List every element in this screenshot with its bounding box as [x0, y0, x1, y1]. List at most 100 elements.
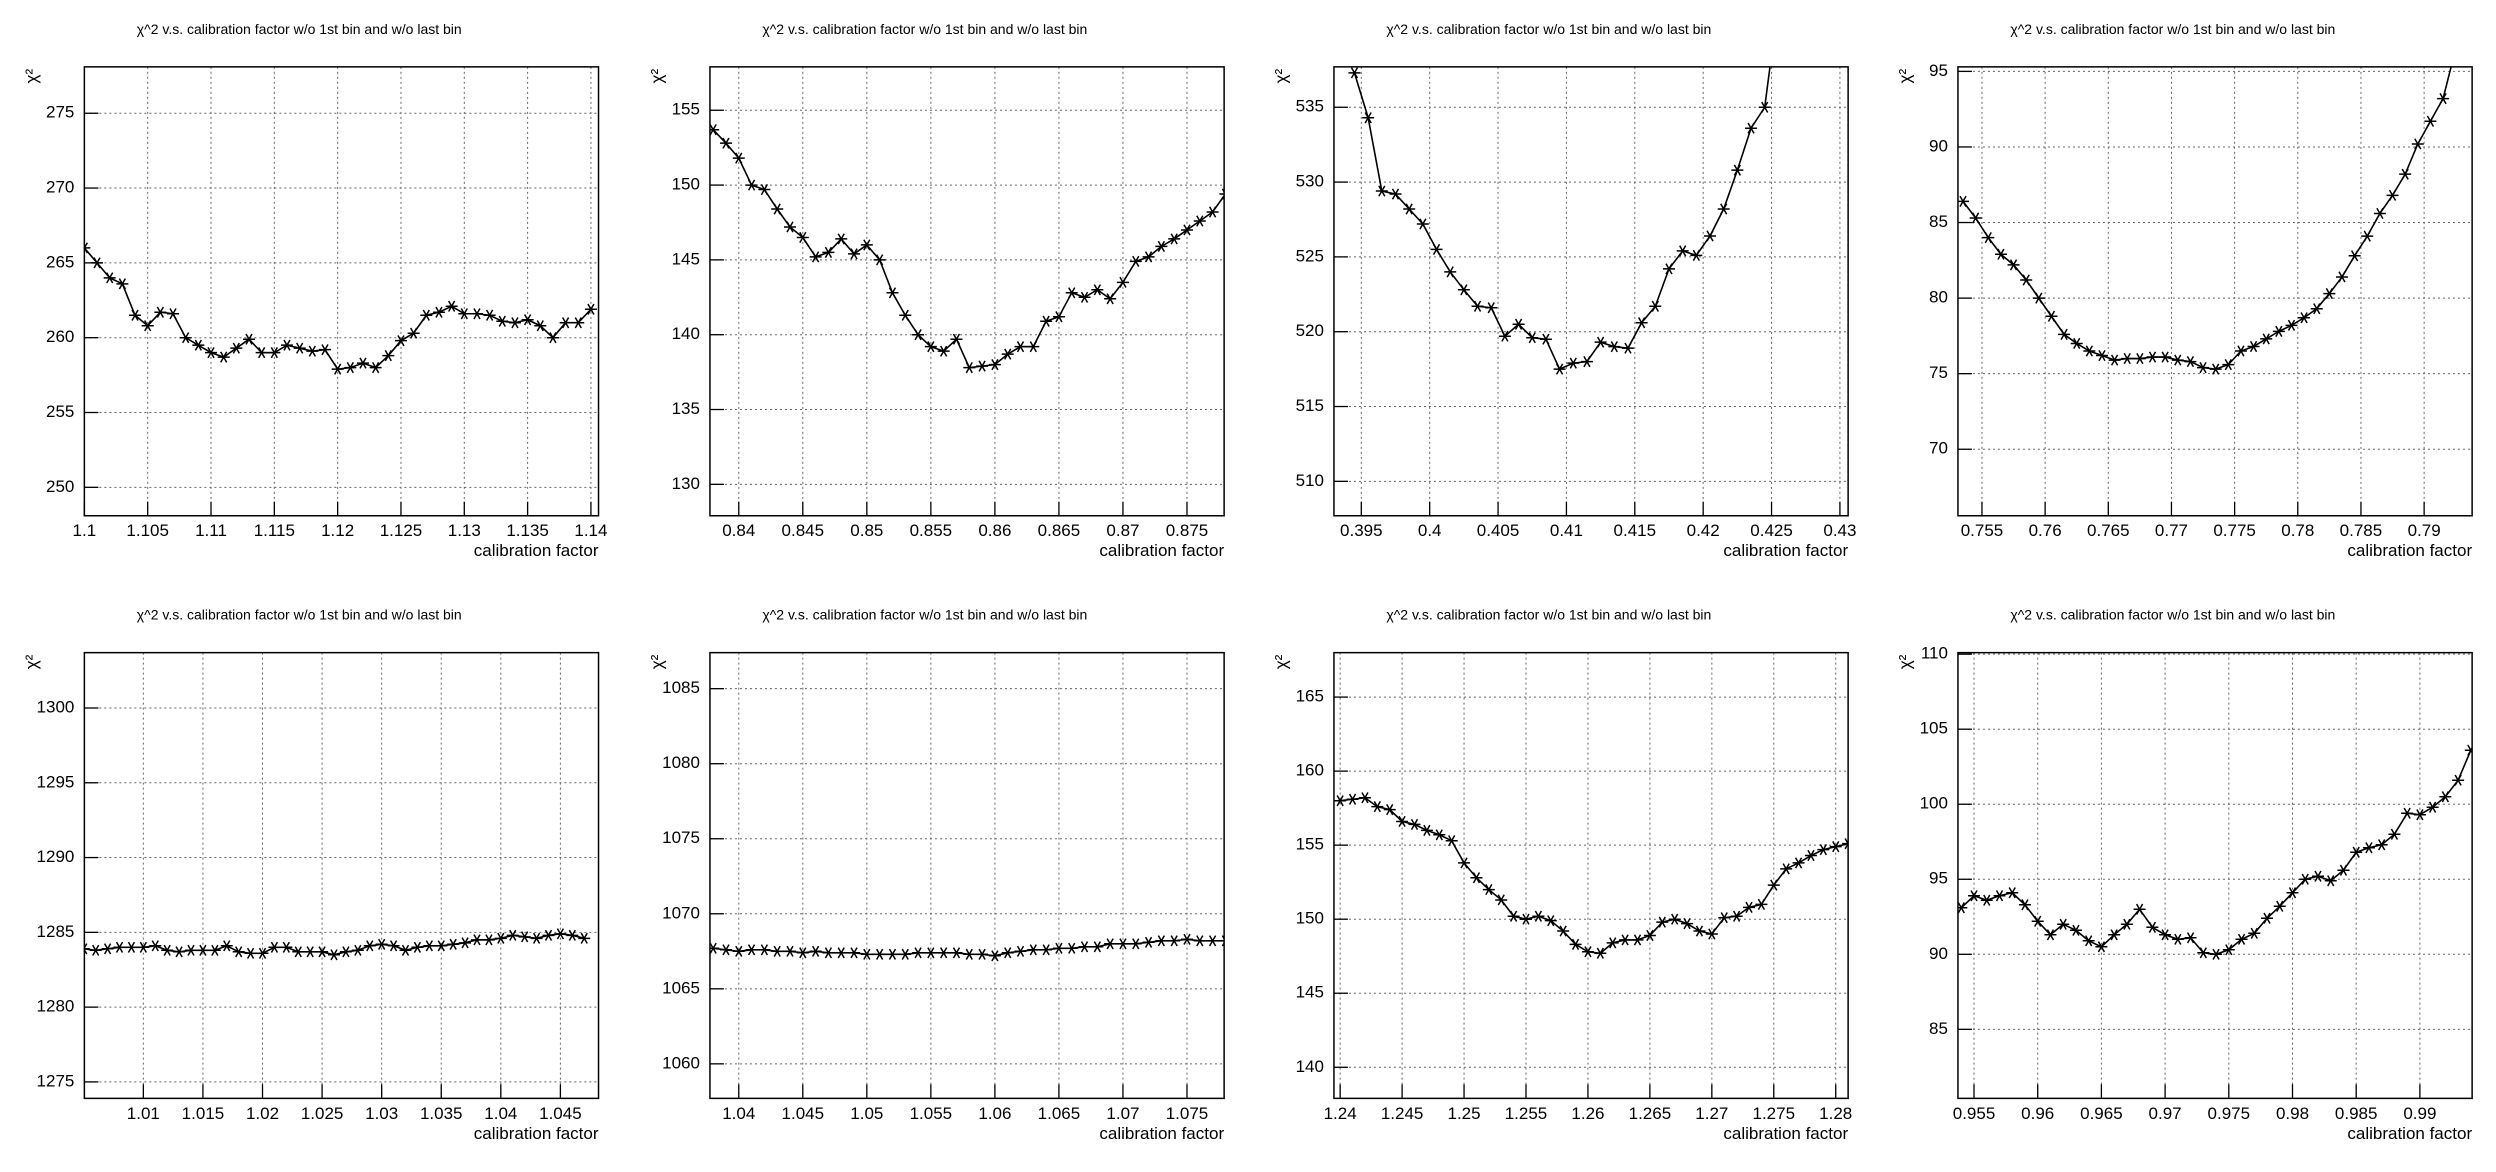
marker	[220, 940, 233, 952]
chart-title: χ^2 v.s. calibration factor w/o 1st bin …	[137, 607, 462, 623]
marker	[848, 248, 861, 260]
marker	[2222, 359, 2235, 371]
marker	[447, 938, 460, 950]
x-tick-label: 0.84	[722, 521, 755, 540]
marker	[1594, 336, 1607, 348]
y-tick-label: 1060	[662, 1053, 700, 1072]
marker	[2031, 915, 2044, 927]
marker	[1420, 824, 1433, 836]
marker	[382, 350, 395, 362]
marker	[84, 943, 90, 955]
marker	[2210, 948, 2223, 960]
marker	[230, 342, 243, 354]
marker	[709, 942, 720, 954]
y-tick-label: 155	[1296, 835, 1324, 854]
marker	[2057, 918, 2070, 930]
x-tick-label: 1.255	[1505, 1104, 1548, 1123]
marker	[1116, 276, 1129, 288]
marker	[470, 308, 483, 320]
marker	[1656, 916, 1669, 928]
marker	[1206, 206, 1219, 218]
marker	[2386, 189, 2399, 201]
marker	[496, 315, 509, 327]
marker	[2121, 352, 2134, 365]
marker	[2095, 941, 2108, 953]
marker	[1027, 944, 1040, 956]
x-tick-label: 0.855	[910, 521, 953, 540]
marker	[2337, 864, 2350, 876]
marker	[796, 947, 809, 959]
marker	[1362, 112, 1375, 124]
y-tick-label: 140	[672, 324, 700, 343]
marker	[976, 948, 989, 960]
marker	[578, 932, 591, 944]
marker	[1014, 945, 1027, 957]
x-tick-label: 0.775	[2213, 521, 2256, 540]
marker	[976, 360, 989, 372]
marker	[363, 940, 376, 952]
y-axis-label: χ²	[647, 69, 666, 84]
marker	[783, 945, 796, 957]
marker	[2464, 744, 2473, 756]
y-tick-label: 1085	[662, 678, 700, 697]
marker	[185, 944, 198, 956]
x-tick-label: 0.43	[1823, 521, 1856, 540]
y-tick-label: 1075	[662, 828, 700, 847]
marker	[173, 946, 186, 958]
marker	[2311, 870, 2324, 882]
marker	[2298, 312, 2311, 324]
marker	[243, 333, 256, 345]
x-tick-label: 0.845	[782, 521, 825, 540]
marker	[2350, 846, 2363, 858]
x-axis-label: calibration factor	[1723, 541, 1848, 560]
marker	[2411, 138, 2424, 150]
marker	[508, 317, 521, 329]
marker	[2083, 345, 2096, 357]
marker	[542, 929, 555, 941]
marker	[1681, 918, 1694, 930]
marker	[1457, 284, 1470, 296]
marker	[268, 347, 281, 359]
marker	[2261, 912, 2274, 924]
marker	[1957, 195, 1970, 207]
y-tick-label: 1065	[662, 978, 700, 997]
marker	[356, 357, 369, 369]
marker	[873, 948, 886, 960]
marker	[1168, 935, 1181, 947]
marker	[1065, 287, 1078, 299]
x-tick-label: 0.955	[1953, 1104, 1996, 1123]
marker	[1817, 844, 1830, 856]
marker	[1755, 898, 1768, 910]
marker	[783, 221, 796, 233]
marker	[1594, 947, 1607, 959]
plot-frame	[709, 651, 1225, 1100]
marker	[899, 309, 912, 321]
y-tick-label: 100	[1920, 794, 1948, 813]
marker	[1804, 849, 1817, 862]
marker	[2286, 887, 2299, 899]
marker	[137, 941, 150, 953]
marker	[399, 944, 412, 956]
marker	[328, 949, 341, 961]
marker	[331, 363, 344, 375]
marker	[2146, 351, 2159, 363]
marker	[2413, 809, 2426, 821]
y-tick-label: 1080	[662, 753, 700, 772]
marker	[745, 944, 758, 956]
marker	[1129, 255, 1142, 267]
x-tick-label: 0.79	[2408, 521, 2441, 540]
marker	[1569, 938, 1582, 950]
marker	[2032, 292, 2045, 304]
marker	[411, 941, 424, 953]
plot-frame	[1333, 651, 1849, 1100]
marker	[2197, 362, 2210, 374]
marker	[2426, 801, 2439, 813]
x-tick-label: 1.03	[365, 1104, 398, 1123]
marker	[1334, 795, 1347, 807]
marker	[1375, 185, 1388, 197]
marker	[1027, 341, 1040, 353]
marker	[1014, 341, 1027, 353]
marker	[280, 941, 293, 953]
marker	[860, 239, 873, 251]
